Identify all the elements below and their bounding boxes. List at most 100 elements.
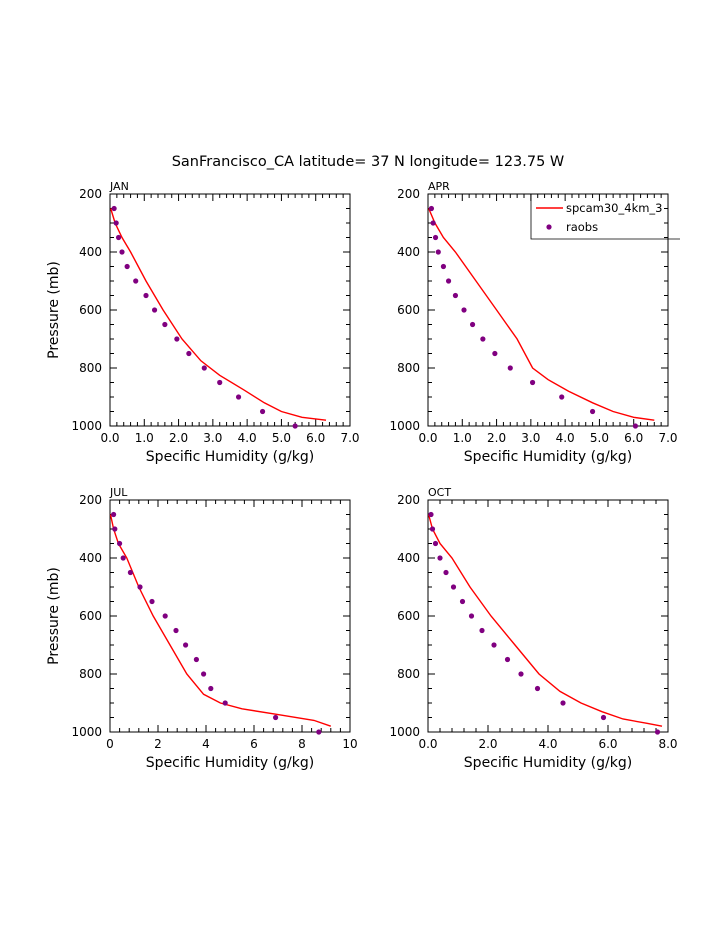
plot-frame <box>109 499 351 733</box>
raobs-point <box>600 714 607 721</box>
x-tick-label: 5.0 <box>272 431 291 445</box>
panel-apr: APR 0.0 1.0 2.0 3.0 4.0 5.0 6.0 7.0 200 400 600 800 1… <box>389 180 680 465</box>
raobs-point <box>559 394 565 400</box>
legend-obs-swatch <box>546 224 552 230</box>
raobs-point <box>507 365 513 371</box>
raobs-point <box>111 511 117 518</box>
x-tick-label: 10 <box>342 737 357 751</box>
panel-oct: OCT 0.0 2.0 4.0 6.0 8.0 200 400 600 800 1000 Specif… <box>389 486 677 771</box>
figure-title: SanFrancisco_CA latitude= 37 N longitude… <box>172 154 565 170</box>
y-tick-label: 800 <box>397 667 420 681</box>
x-axis-label: Specific Humidity (g/kg) <box>464 449 632 465</box>
raobs-point <box>518 671 524 677</box>
raobs-point <box>504 656 511 663</box>
legend-model-label: spcam30_4km_3 <box>566 201 663 215</box>
y-tick-label: 600 <box>397 303 420 317</box>
legend-obs-label: raobs <box>566 220 598 234</box>
y-tick-label: 800 <box>397 361 420 375</box>
raobs-point <box>432 234 439 241</box>
raobs-point <box>316 729 322 735</box>
y-tick-label: 200 <box>397 493 420 507</box>
y-tick-label: 600 <box>79 609 102 623</box>
legend-border <box>530 194 680 240</box>
x-tick-label: 5.0 <box>590 431 609 445</box>
raobs-point <box>117 540 123 547</box>
model-series-line <box>428 208 655 421</box>
x-axis-label: Specific Humidity (g/kg) <box>464 755 632 771</box>
x-tick-label: 6 <box>250 737 258 751</box>
model-series-line <box>109 514 332 727</box>
y-tick-label: 400 <box>397 245 420 259</box>
raobs-point <box>273 714 279 721</box>
raobs-point <box>186 350 192 357</box>
raobs-point <box>201 671 207 677</box>
plot-frame <box>109 193 351 427</box>
y-tick-label: 1000 <box>71 419 102 433</box>
y-axis-label: Pressure (mb) <box>46 261 62 359</box>
raobs-point <box>430 220 436 226</box>
x-tick-label: 6.0 <box>306 431 325 445</box>
raobs-point <box>452 292 459 299</box>
raobs-point <box>435 249 441 255</box>
raobs-point <box>137 584 143 590</box>
raobs-point <box>143 292 149 299</box>
y-tick-label: 1000 <box>389 419 420 433</box>
raobs-point <box>235 394 242 400</box>
y-tick-label: 600 <box>397 609 420 623</box>
raobs-point <box>480 336 486 342</box>
x-tick-label: 4 <box>202 737 210 751</box>
y-tick-label: 800 <box>79 667 102 681</box>
raobs-point <box>440 263 447 270</box>
y-tick-label: 800 <box>79 361 102 375</box>
y-tick-label: 600 <box>79 303 102 317</box>
raobs-point <box>428 511 434 518</box>
raobs-point <box>193 656 199 663</box>
x-tick-label: 0.0 <box>418 431 437 445</box>
raobs-point <box>124 263 130 270</box>
raobs-point <box>589 408 596 415</box>
raobs-point <box>149 598 155 605</box>
plot-frame <box>427 499 669 733</box>
x-tick-label: 3.0 <box>203 431 222 445</box>
panel-label: APR <box>428 180 450 193</box>
x-tick-label: 2.0 <box>478 737 497 751</box>
x-tick-label: 0.0 <box>100 431 119 445</box>
x-tick-label: 4.0 <box>538 737 557 751</box>
raobs-point <box>632 423 639 429</box>
raobs-point <box>133 278 139 284</box>
y-tick-label: 200 <box>397 187 420 201</box>
raobs-point <box>174 336 180 342</box>
raobs-point <box>492 350 498 357</box>
raobs-point <box>468 613 475 619</box>
raobs-point <box>119 249 125 255</box>
x-tick-label: 6.0 <box>624 431 643 445</box>
x-tick-label: 4.0 <box>556 431 575 445</box>
y-tick-label: 200 <box>79 493 102 507</box>
raobs-point <box>111 205 117 212</box>
x-tick-label: 1.0 <box>135 431 154 445</box>
x-tick-label: 2.0 <box>487 431 506 445</box>
panel-label: OCT <box>428 486 451 499</box>
x-tick-label: 0 <box>106 737 114 751</box>
raobs-point <box>115 234 122 241</box>
raobs-point <box>208 685 214 692</box>
raobs-point <box>429 526 436 532</box>
raobs-point <box>461 307 467 313</box>
model-series-line <box>110 208 327 421</box>
x-axis-label: Specific Humidity (g/kg) <box>146 755 314 771</box>
raobs-point <box>162 613 168 619</box>
raobs-point <box>445 278 452 284</box>
raobs-point <box>529 379 536 386</box>
x-tick-label: 8 <box>298 737 306 751</box>
panel-jan: JAN 0.0 1.0 2.0 3.0 4.0 5.0 6.0 7.0 200 400 600 800 1… <box>46 180 360 465</box>
raobs-point <box>428 205 435 212</box>
panel-label: JAN <box>109 180 129 193</box>
raobs-point <box>654 729 661 735</box>
y-tick-label: 400 <box>79 245 102 259</box>
raobs-point <box>127 569 133 576</box>
raobs-point <box>222 700 228 706</box>
x-axis-label: Specific Humidity (g/kg) <box>146 449 314 465</box>
raobs-point <box>534 685 541 692</box>
raobs-point <box>479 627 485 634</box>
